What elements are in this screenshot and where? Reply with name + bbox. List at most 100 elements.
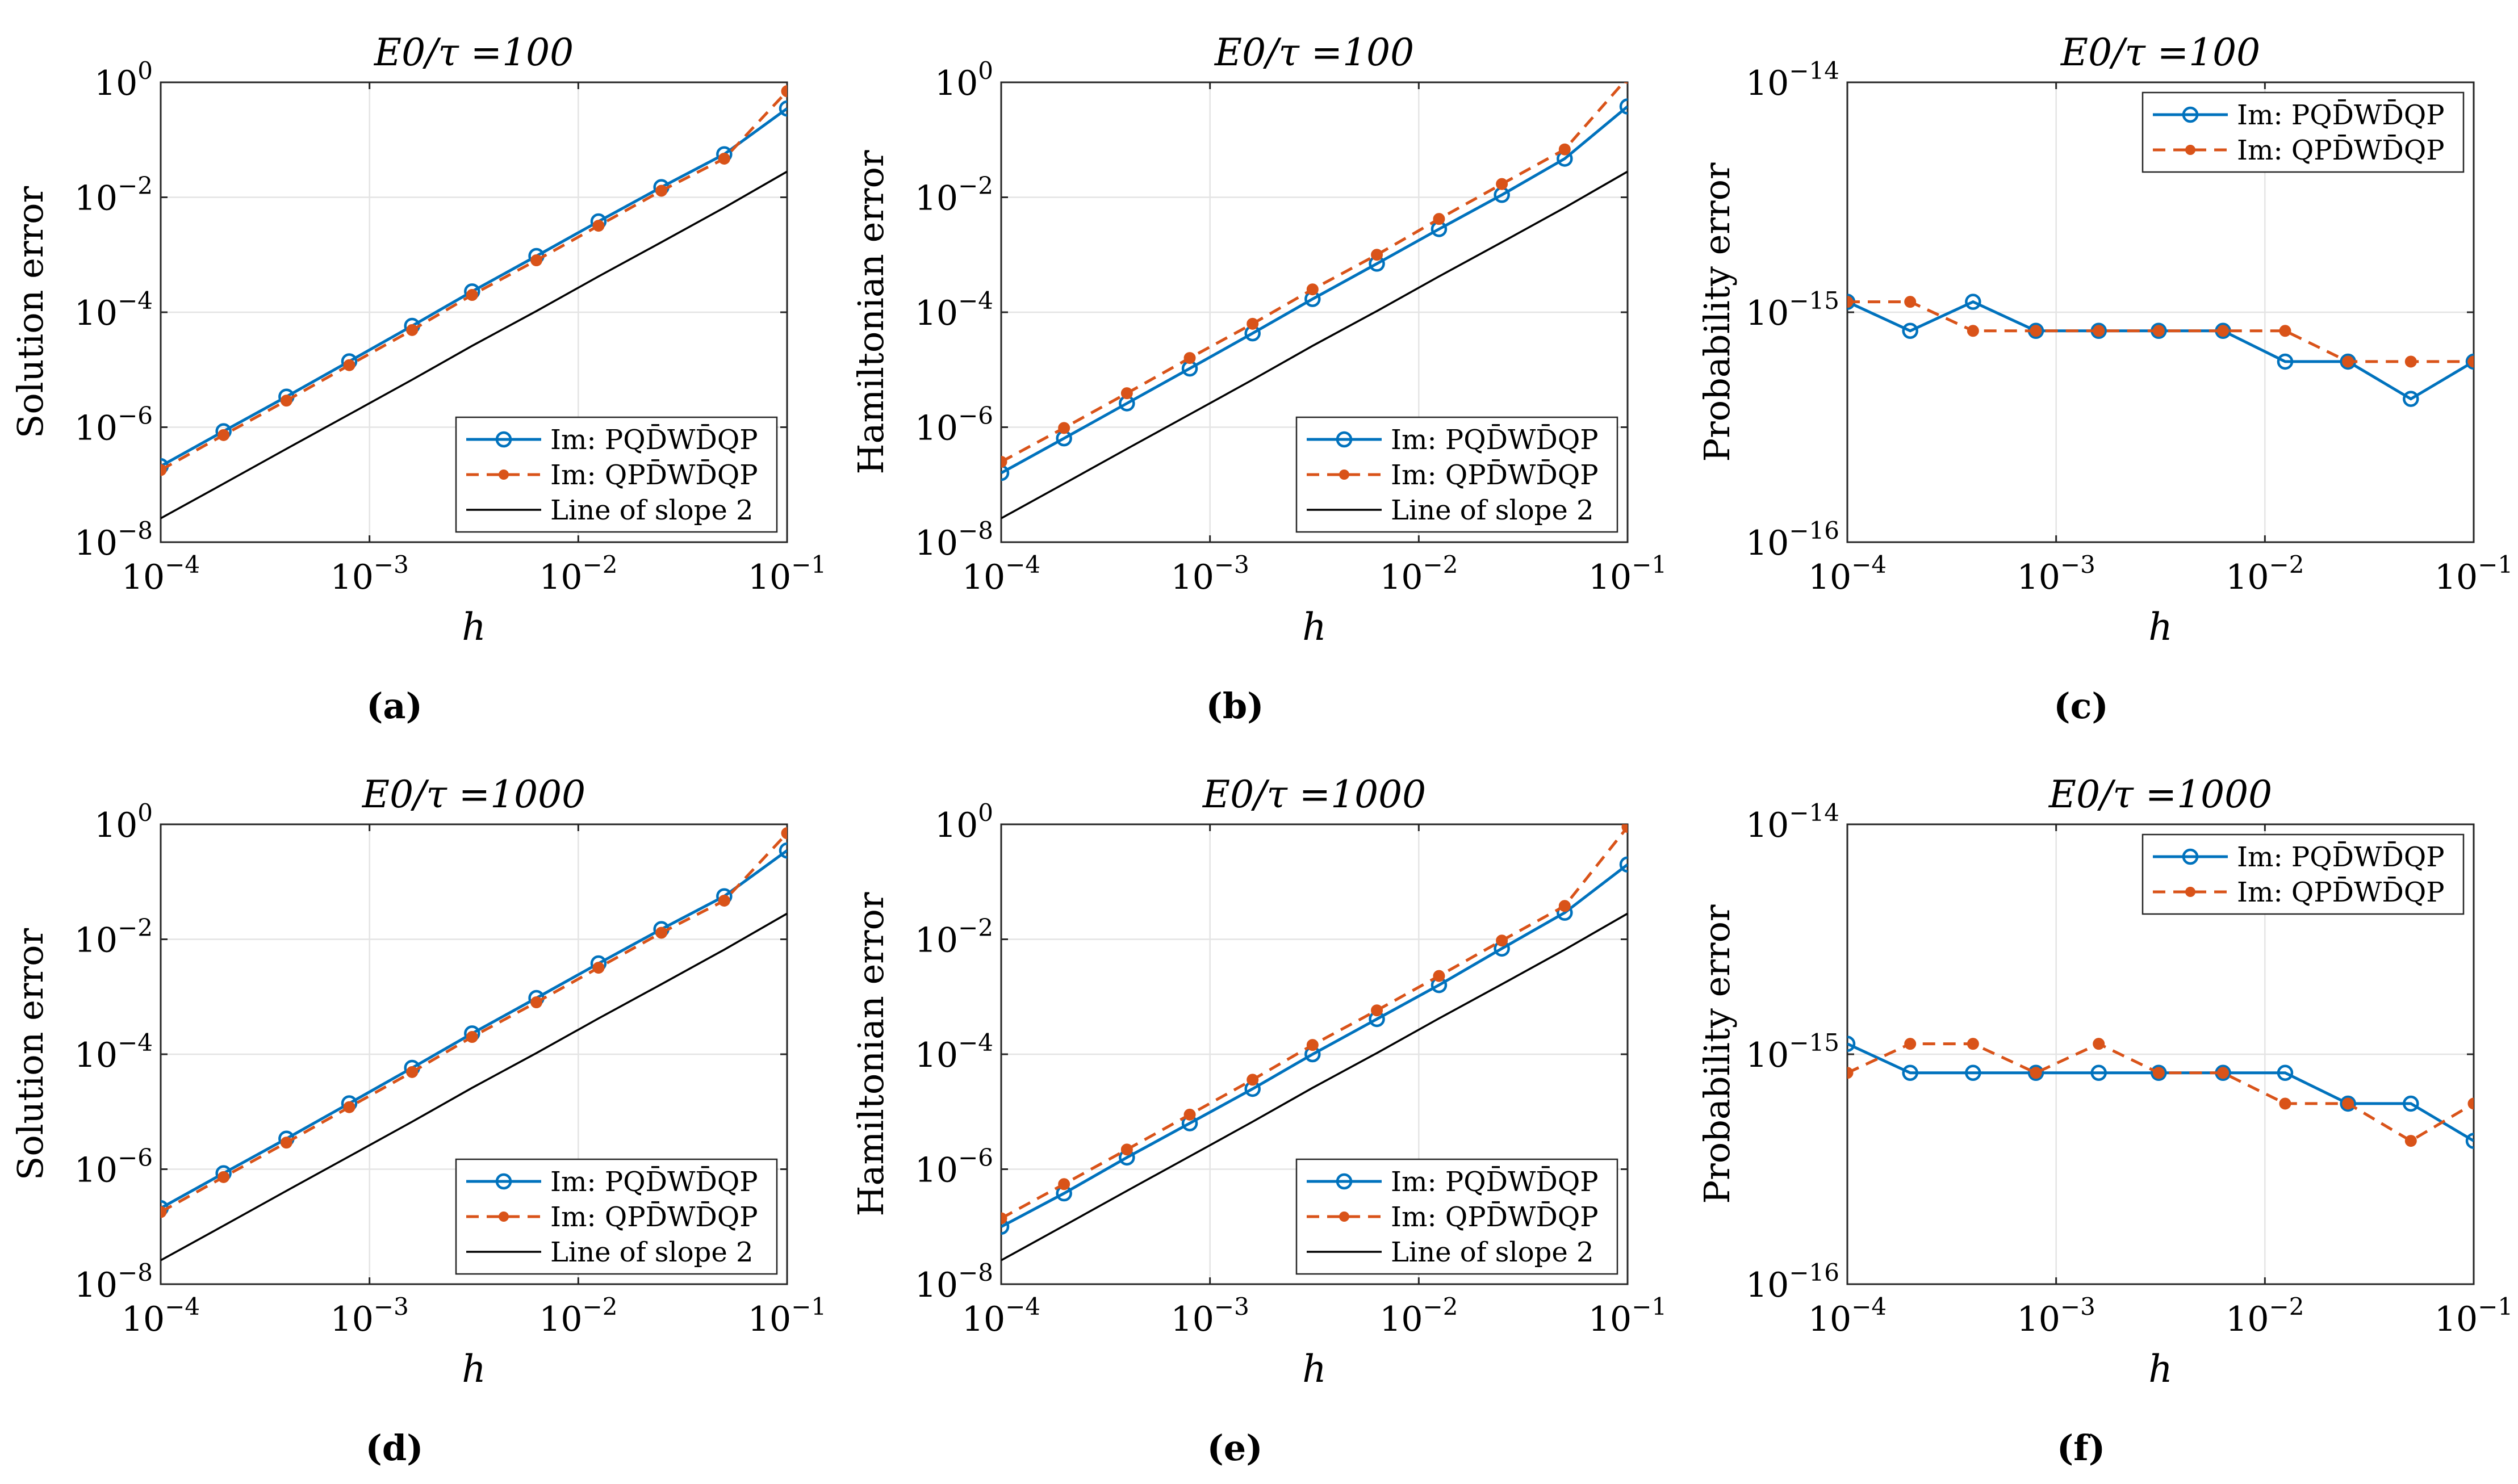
series-line bbox=[1001, 170, 1628, 519]
data-point bbox=[1904, 296, 1917, 308]
data-point bbox=[343, 1101, 355, 1113]
data-point bbox=[1624, 82, 1628, 84]
legend-box bbox=[2141, 833, 2465, 915]
data-point bbox=[1058, 422, 1070, 434]
data-point bbox=[2152, 1067, 2165, 1079]
x-tick-label: 10−2 bbox=[1379, 551, 1458, 597]
series-line bbox=[1001, 863, 1628, 1229]
series-line bbox=[1847, 300, 2474, 401]
data-point bbox=[530, 996, 543, 1009]
legend-label: Im: PQD̄WD̄QP bbox=[550, 1165, 758, 1198]
x-axis-label: h bbox=[462, 605, 486, 649]
x-tick-label: 10−2 bbox=[539, 551, 617, 597]
x-tick-label: 10−2 bbox=[2226, 551, 2304, 597]
y-axis-label: Probability error bbox=[1696, 162, 1738, 462]
data-point bbox=[1619, 856, 1628, 873]
data-point bbox=[2279, 325, 2291, 337]
data-point bbox=[1306, 1039, 1319, 1051]
x-tick-label: 10−1 bbox=[2435, 1293, 2513, 1339]
data-point bbox=[2342, 1097, 2354, 1110]
data-point bbox=[2030, 325, 2042, 337]
data-point bbox=[1904, 1038, 1917, 1050]
y-tick-label: 10−2 bbox=[915, 914, 993, 961]
panel-label: (d) bbox=[365, 1427, 423, 1469]
data-point bbox=[779, 100, 787, 117]
y-tick-label: 10−4 bbox=[74, 1029, 153, 1075]
chart-panel: 10−4 10−3 10−2 10−1 10−8 10−6 10−4 10−2 100 E0/τ … bbox=[10, 31, 826, 727]
data-point bbox=[2342, 355, 2354, 368]
legend-marker bbox=[2185, 145, 2195, 155]
series-group bbox=[1001, 170, 1628, 519]
x-tick-label: 10−4 bbox=[962, 1293, 1040, 1339]
legend-label: Im: PQD̄WD̄QP bbox=[2237, 840, 2445, 873]
data-point bbox=[1902, 322, 1918, 339]
data-point bbox=[2152, 325, 2165, 337]
data-point bbox=[2404, 355, 2417, 368]
data-point bbox=[1120, 1143, 1133, 1156]
legend-marker bbox=[495, 431, 512, 448]
series-line bbox=[1847, 1042, 2474, 1143]
legend-marker bbox=[499, 469, 509, 480]
data-point bbox=[2093, 1038, 2105, 1050]
x-tick-label: 10−4 bbox=[1808, 1293, 1887, 1339]
y-axis-label: Probability error bbox=[1696, 904, 1738, 1204]
data-point bbox=[1621, 824, 1628, 833]
series-line bbox=[1001, 912, 1628, 1261]
data-point bbox=[1847, 1036, 1856, 1052]
panel-label: (b) bbox=[1206, 685, 1264, 727]
x-tick-label: 10−2 bbox=[539, 1293, 617, 1339]
data-point bbox=[1247, 1074, 1259, 1086]
data-point bbox=[1001, 455, 1007, 468]
data-point bbox=[1433, 970, 1445, 982]
legend-marker bbox=[1336, 1173, 1353, 1190]
data-point bbox=[2151, 1064, 2167, 1081]
data-point bbox=[217, 429, 230, 441]
chart-panel: 10−4 10−3 10−2 10−1 10−8 10−6 10−4 10−2 100 E0/τ … bbox=[850, 31, 1667, 727]
y-axis-label: Solution error bbox=[10, 928, 51, 1181]
panel-label: (c) bbox=[2053, 685, 2108, 727]
y-axis-label: Hamiltonian error bbox=[850, 892, 892, 1216]
data-point bbox=[1371, 249, 1383, 261]
legend-marker bbox=[2182, 106, 2199, 123]
panel-label: (f) bbox=[2057, 1427, 2105, 1469]
x-axis-label: h bbox=[2148, 1347, 2173, 1391]
y-tick-label: 10−8 bbox=[915, 517, 993, 563]
data-point bbox=[1847, 296, 1854, 308]
data-point bbox=[466, 1031, 478, 1043]
chart-title: E0/τ =1000 bbox=[362, 773, 585, 816]
series-line bbox=[1847, 1042, 2474, 1142]
y-tick-label: 10−4 bbox=[915, 1029, 993, 1075]
y-tick-label: 10−8 bbox=[74, 1259, 153, 1305]
data-point bbox=[2465, 1133, 2474, 1149]
legend-label: Im: QPD̄WD̄QP bbox=[1391, 458, 1599, 491]
series-group bbox=[1001, 824, 1628, 1225]
x-tick-label: 10−1 bbox=[1588, 551, 1667, 597]
x-axis-label: h bbox=[1302, 1347, 1327, 1391]
chart-panel: 10−4 10−3 10−2 10−1 10−16 10−15 10−14 E0/τ =100… bbox=[1696, 773, 2513, 1469]
y-tick-label: 10−15 bbox=[1746, 287, 1839, 333]
series-group bbox=[1847, 1038, 2474, 1147]
y-tick-label: 10−8 bbox=[915, 1259, 993, 1305]
chart-title: E0/τ =1000 bbox=[1202, 773, 1426, 816]
y-tick-label: 100 bbox=[94, 799, 153, 845]
data-point bbox=[530, 254, 543, 267]
data-point bbox=[781, 85, 787, 98]
series-group bbox=[1001, 98, 1628, 481]
x-tick-label: 10−1 bbox=[748, 551, 826, 597]
chart-title: E0/τ =100 bbox=[374, 31, 574, 74]
y-tick-label: 100 bbox=[935, 57, 993, 103]
series-group bbox=[1847, 296, 2474, 368]
chart-title: E0/τ =100 bbox=[2060, 31, 2260, 74]
data-point bbox=[1371, 1004, 1383, 1017]
legend-marker bbox=[495, 1173, 512, 1190]
x-tick-label: 10−4 bbox=[1808, 551, 1887, 597]
legend-label: Im: QPD̄WD̄QP bbox=[2237, 133, 2445, 166]
y-tick-label: 10−4 bbox=[74, 287, 153, 333]
chart-panel: 10−4 10−3 10−2 10−1 10−16 10−15 10−14 E0/τ =100… bbox=[1696, 31, 2513, 727]
series-line bbox=[161, 107, 787, 468]
y-tick-label: 10−15 bbox=[1746, 1029, 1839, 1075]
data-point bbox=[161, 464, 167, 476]
y-tick-label: 10−2 bbox=[915, 172, 993, 219]
